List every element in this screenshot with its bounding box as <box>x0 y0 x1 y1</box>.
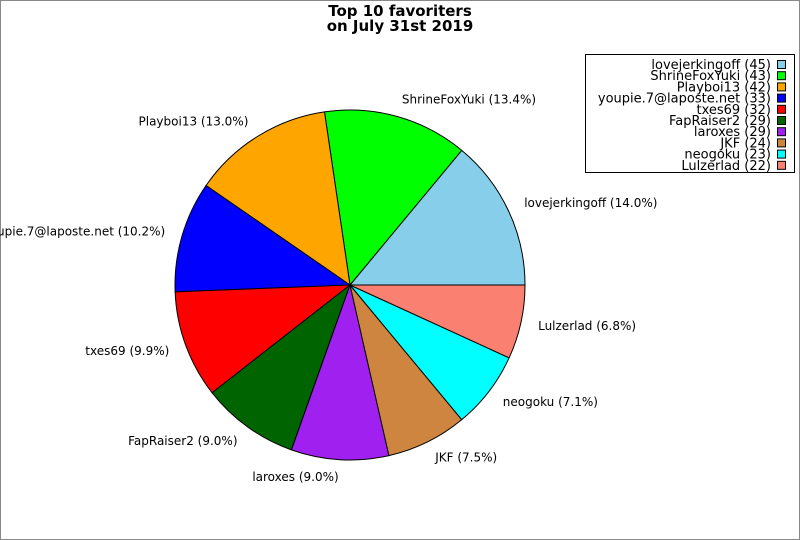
slice-label-shrinefoxyuki: ShrineFoxYuki (13.4%) <box>402 93 536 107</box>
pie-slice-lovejerkingoff <box>348 149 526 286</box>
legend-entry-laroxes: laroxes (29) <box>694 125 771 140</box>
legend-entry-fapraiser2: FapRaiser2 (29) <box>669 114 771 129</box>
slice-label-jkf: JKF (7.5%) <box>434 451 497 465</box>
chart-title: Top 10 favoriters on July 31st 2019 <box>327 2 474 35</box>
legend-entry-jkf: JKF (24) <box>719 136 771 151</box>
pie-slices <box>174 109 526 461</box>
slice-label-neogoku: neogoku (7.1%) <box>503 395 598 409</box>
slice-labels: lovejerkingoff (14.0%) ShrineFoxYuki (13.… <box>0 93 657 485</box>
legend-box <box>585 54 795 173</box>
slice-label-fapraiser2: FapRaiser2 (9.0%) <box>128 434 237 448</box>
slice-label-playboi13: Playboi13 (13.0%) <box>139 115 249 129</box>
legend-swatch-youpie-7-laposte-net <box>777 93 786 103</box>
legend-swatch-laroxes <box>777 127 786 137</box>
pie-slice-laroxes <box>290 283 390 461</box>
slice-label-lovejerkingoff: lovejerkingoff (14.0%) <box>524 196 657 210</box>
legend-swatch-jkf <box>777 138 786 148</box>
legend-entry-neogoku: neogoku (23) <box>684 148 771 163</box>
pie-slice-playboi13 <box>205 111 351 287</box>
legend-entry-txes69: txes69 (32) <box>696 103 771 118</box>
pie-slice-shrinefoxyuki <box>323 109 463 287</box>
pie-slice-youpie-7-laposte-net <box>174 184 352 293</box>
slice-label-laroxes: laroxes (9.0%) <box>252 470 338 484</box>
pie-slice-txes69 <box>174 284 352 394</box>
chart-title-line-1: Top 10 favoriters <box>328 2 472 20</box>
legend-entry-shrinefoxyuki: ShrineFoxYuki (43) <box>650 69 771 84</box>
legend-swatch-fapraiser2 <box>777 116 786 125</box>
legend-swatch-lulzerlad <box>777 160 786 170</box>
slice-label-youpie-7-laposte-net: youpie.7@laposte.net (10.2%) <box>0 224 165 238</box>
legend-entry-lovejerkingoff: lovejerkingoff (45) <box>651 58 771 73</box>
slice-label-txes69: txes69 (9.9%) <box>85 344 169 358</box>
legend: lovejerkingoff (45)ShrineFoxYuki (43)Pla… <box>585 54 795 174</box>
pie-slice-fapraiser2 <box>211 283 352 451</box>
slice-label-lulzerlad: Lulzerlad (6.8%) <box>538 319 636 333</box>
legend-entry-playboi13: Playboi13 (42) <box>677 80 771 95</box>
legend-entry-youpie-7-laposte-net: youpie.7@laposte.net (33) <box>598 92 771 107</box>
chart-title-line-2: on July 31st 2019 <box>327 17 474 35</box>
legend-swatch-playboi13 <box>777 82 786 92</box>
legend-swatch-lovejerkingoff <box>777 60 786 69</box>
legend-entry-lulzerlad: Lulzerlad (22) <box>681 159 771 174</box>
legend-swatch-shrinefoxyuki <box>777 71 786 81</box>
legend-swatch-txes69 <box>777 104 786 114</box>
pie-slice-lulzerlad <box>349 284 526 359</box>
legend-swatch-neogoku <box>777 149 786 159</box>
